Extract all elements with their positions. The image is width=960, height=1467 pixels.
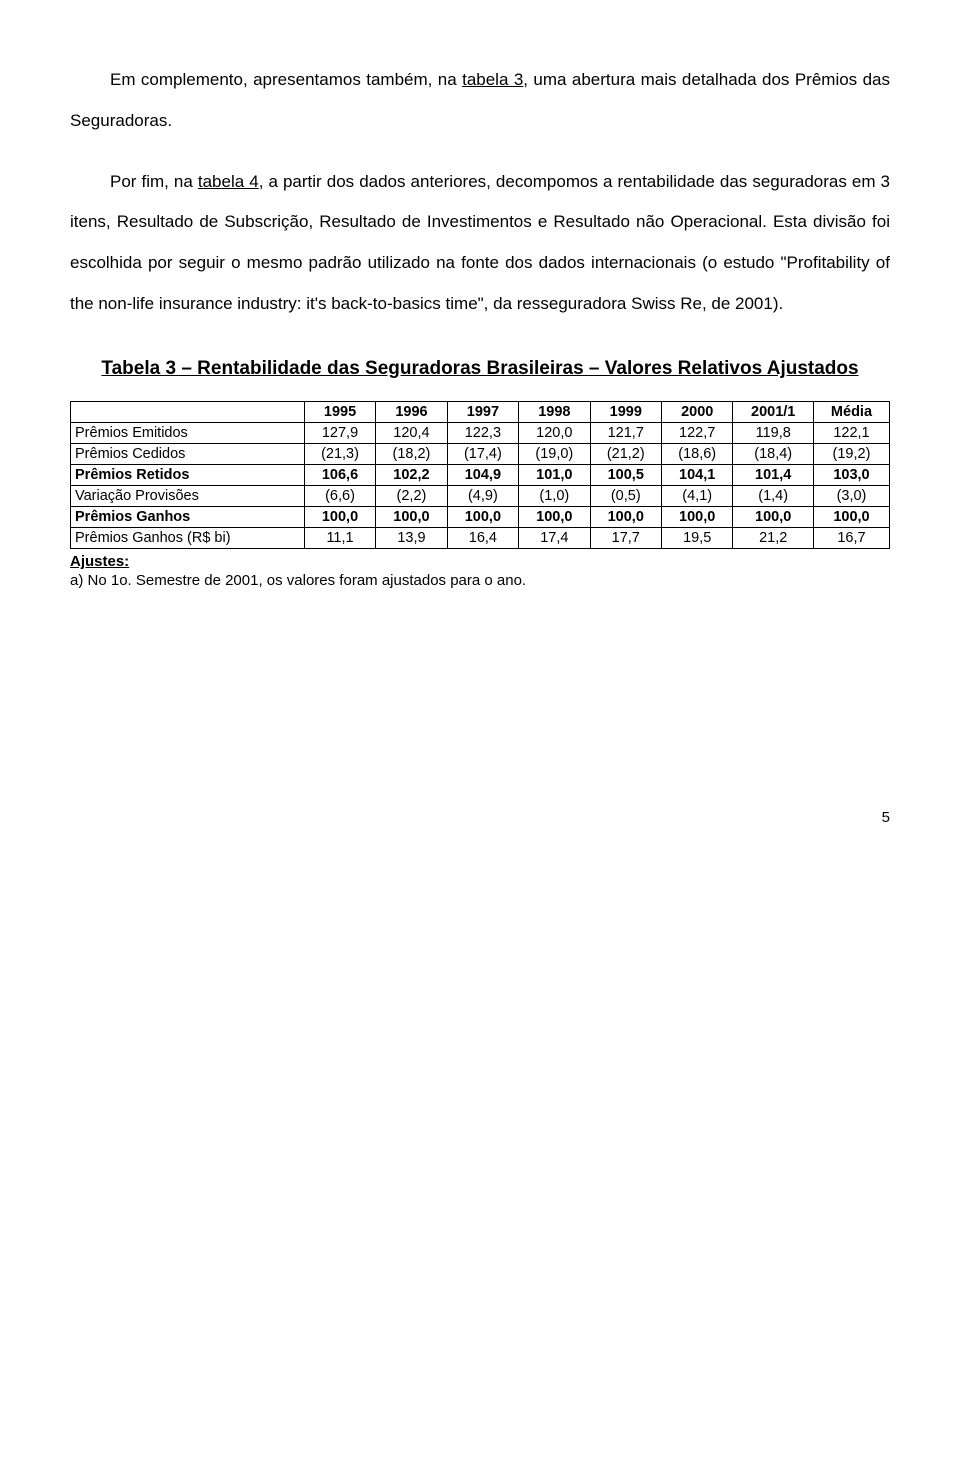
table-cell: (21,2) xyxy=(590,444,661,465)
table-cell: 100,0 xyxy=(733,507,814,528)
table-cell: (1,0) xyxy=(519,486,590,507)
table-header-cell: 2000 xyxy=(661,402,732,423)
table-cell: (18,2) xyxy=(376,444,447,465)
table-row: Prêmios Cedidos(21,3)(18,2)(17,4)(19,0)(… xyxy=(71,444,890,465)
table-cell: (18,4) xyxy=(733,444,814,465)
table-cell: 100,0 xyxy=(813,507,889,528)
p2-underline: tabela 4 xyxy=(198,172,259,191)
table-cell: (2,2) xyxy=(376,486,447,507)
table-cell: 100,0 xyxy=(447,507,518,528)
table-cell: 121,7 xyxy=(590,423,661,444)
row-label: Prêmios Emitidos xyxy=(71,423,305,444)
p2-text-b: , a partir dos dados anteriores, decompo… xyxy=(70,172,890,313)
table-cell: (6,6) xyxy=(304,486,375,507)
paragraph-1: Em complemento, apresentamos também, na … xyxy=(70,60,890,142)
table-cell: 100,5 xyxy=(590,465,661,486)
row-label: Prêmios Retidos xyxy=(71,465,305,486)
table-cell: 120,0 xyxy=(519,423,590,444)
table-cell: 104,9 xyxy=(447,465,518,486)
p1-text-a: Em complemento, apresentamos também, na xyxy=(110,70,462,89)
table-header-cell: 2001/1 xyxy=(733,402,814,423)
table-header-cell: 1999 xyxy=(590,402,661,423)
data-table: 1995199619971998199920002001/1Média Prêm… xyxy=(70,401,890,549)
table-cell: 100,0 xyxy=(304,507,375,528)
p2-text-a: Por fim, na xyxy=(110,172,198,191)
page-number: 5 xyxy=(70,809,890,826)
table-cell: (0,5) xyxy=(590,486,661,507)
table-cell: (18,6) xyxy=(661,444,732,465)
table-cell: 122,7 xyxy=(661,423,732,444)
row-label: Prêmios Ganhos xyxy=(71,507,305,528)
table-cell: (4,9) xyxy=(447,486,518,507)
table-header-cell: 1998 xyxy=(519,402,590,423)
table-cell: 17,4 xyxy=(519,528,590,549)
table-header-cell: 1996 xyxy=(376,402,447,423)
table-cell: 122,3 xyxy=(447,423,518,444)
table-cell: 101,4 xyxy=(733,465,814,486)
table-header-cell: 1997 xyxy=(447,402,518,423)
table-header-cell: Média xyxy=(813,402,889,423)
table-cell: 127,9 xyxy=(304,423,375,444)
paragraph-2: Por fim, na tabela 4, a partir dos dados… xyxy=(70,162,890,325)
table-row: Prêmios Ganhos100,0100,0100,0100,0100,01… xyxy=(71,507,890,528)
table-cell: 13,9 xyxy=(376,528,447,549)
row-label: Prêmios Cedidos xyxy=(71,444,305,465)
table-cell: (17,4) xyxy=(447,444,518,465)
p1-underline: tabela 3 xyxy=(462,70,523,89)
ajustes-label: Ajustes: xyxy=(70,553,890,570)
table-cell: (3,0) xyxy=(813,486,889,507)
table-cell: 17,7 xyxy=(590,528,661,549)
table-cell: 100,0 xyxy=(376,507,447,528)
table-cell: 16,4 xyxy=(447,528,518,549)
table-header-cell: 1995 xyxy=(304,402,375,423)
table-cell: 103,0 xyxy=(813,465,889,486)
table-cell: 19,5 xyxy=(661,528,732,549)
table-cell: 104,1 xyxy=(661,465,732,486)
table-header-blank xyxy=(71,402,305,423)
table-cell: 119,8 xyxy=(733,423,814,444)
table-row: Prêmios Emitidos127,9120,4122,3120,0121,… xyxy=(71,423,890,444)
table-cell: 21,2 xyxy=(733,528,814,549)
table-row: Prêmios Retidos106,6102,2104,9101,0100,5… xyxy=(71,465,890,486)
table-cell: 101,0 xyxy=(519,465,590,486)
table-header-row: 1995199619971998199920002001/1Média xyxy=(71,402,890,423)
table-row: Variação Provisões(6,6)(2,2)(4,9)(1,0)(0… xyxy=(71,486,890,507)
table-title: Tabela 3 – Rentabilidade das Seguradoras… xyxy=(70,355,890,384)
table-cell: 120,4 xyxy=(376,423,447,444)
table-cell: 100,0 xyxy=(590,507,661,528)
table-cell: 16,7 xyxy=(813,528,889,549)
table-cell: 102,2 xyxy=(376,465,447,486)
table-cell: (19,2) xyxy=(813,444,889,465)
table-cell: 100,0 xyxy=(519,507,590,528)
table-cell: (1,4) xyxy=(733,486,814,507)
table-row: Prêmios Ganhos (R$ bi)11,113,916,417,417… xyxy=(71,528,890,549)
ajustes-note: a) No 1o. Semestre de 2001, os valores f… xyxy=(70,572,890,589)
row-label: Variação Provisões xyxy=(71,486,305,507)
table-cell: 100,0 xyxy=(661,507,732,528)
table-cell: 122,1 xyxy=(813,423,889,444)
row-label: Prêmios Ganhos (R$ bi) xyxy=(71,528,305,549)
table-cell: 106,6 xyxy=(304,465,375,486)
table-cell: 11,1 xyxy=(304,528,375,549)
table-cell: (21,3) xyxy=(304,444,375,465)
table-cell: (19,0) xyxy=(519,444,590,465)
table-cell: (4,1) xyxy=(661,486,732,507)
